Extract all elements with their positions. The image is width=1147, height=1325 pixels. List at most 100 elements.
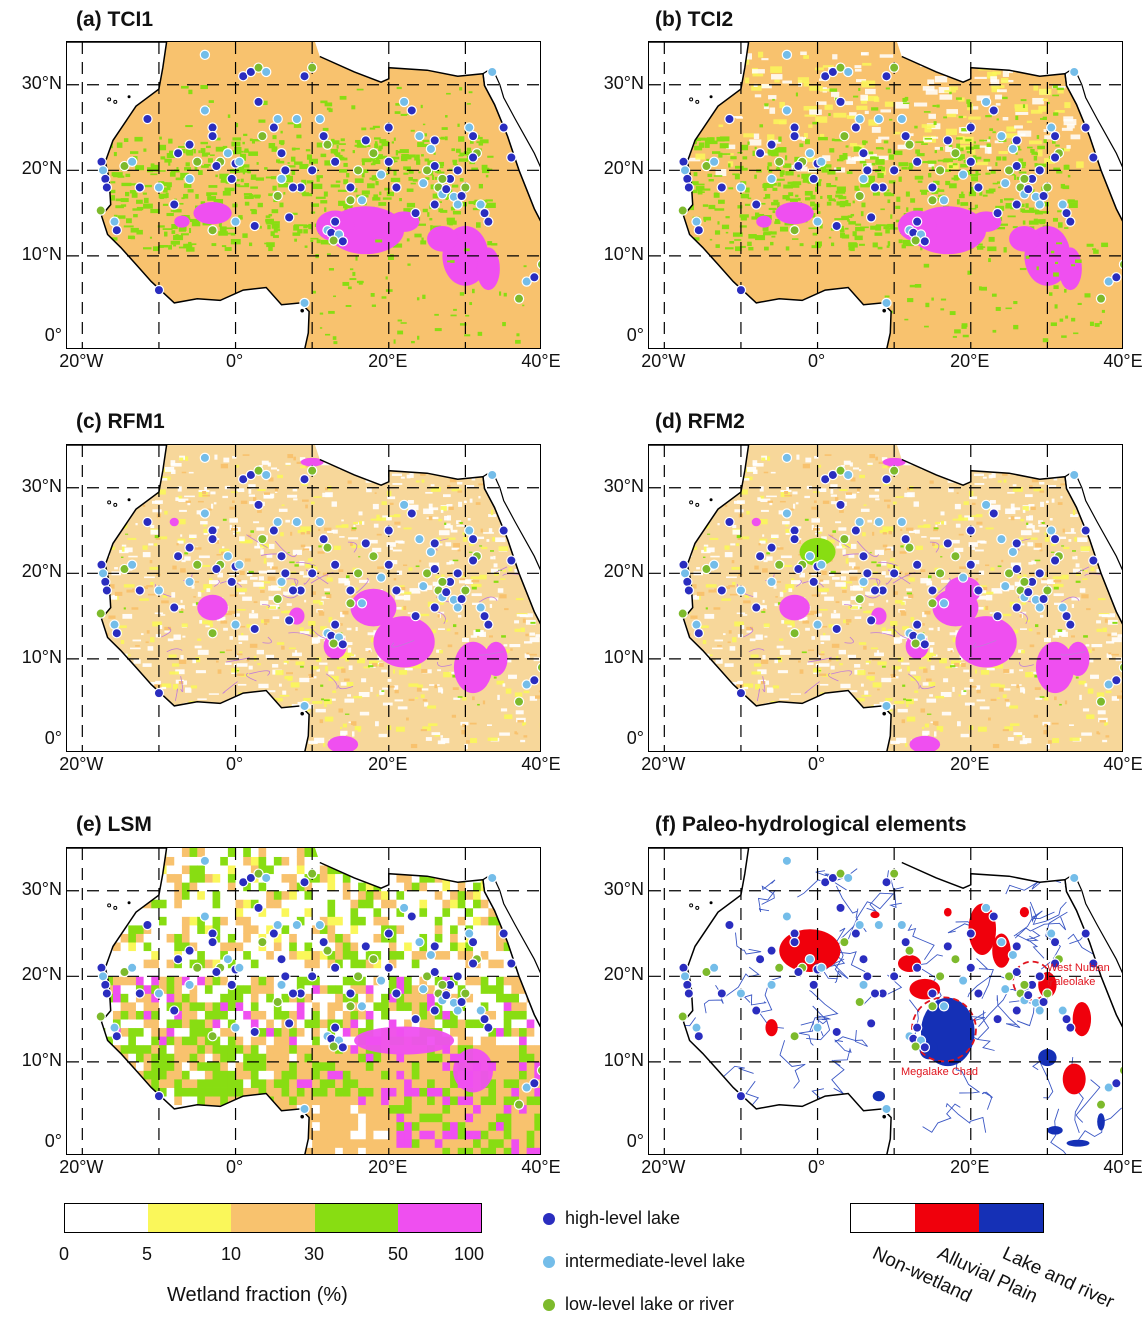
latitude-label: 0° [626, 1131, 644, 1152]
lake-site-marker [1034, 602, 1045, 613]
lake-site-marker [268, 525, 280, 536]
lake-site-marker [904, 945, 915, 956]
longitude-label: 0° [225, 1157, 244, 1177]
lake-site-marker [988, 105, 999, 116]
lake-site-marker [276, 954, 287, 965]
lake-site-marker [207, 130, 218, 142]
lake-site-marker [869, 585, 881, 596]
lake-site-marker [506, 152, 517, 163]
lake-site-marker [414, 533, 425, 545]
lake-site-marker [1000, 580, 1011, 592]
map-panel-e [66, 847, 541, 1155]
lake-site-marker [942, 941, 953, 952]
lake-site-marker [249, 1026, 260, 1038]
lake-site-marker [693, 1031, 704, 1042]
lake-site-marker [421, 971, 433, 982]
lake-site-marker [854, 919, 865, 931]
lake-site-marker [766, 576, 777, 588]
longitude-label: 20°E [950, 351, 990, 371]
lake-site-marker [398, 96, 410, 108]
lake-site-marker [911, 619, 923, 630]
lake-site-marker [789, 533, 800, 545]
lake-site-marker [751, 602, 762, 613]
panel-title-e: (e) LSM [76, 813, 152, 836]
lake-site-marker [429, 966, 440, 978]
lake-site-marker [708, 559, 720, 570]
lake-site-marker [356, 1001, 368, 1012]
lake-site-marker [299, 297, 310, 309]
lake-site-marker [751, 1005, 762, 1016]
lake-site-marker [406, 105, 417, 116]
lake-site-marker [927, 988, 938, 999]
lake-site-marker [888, 165, 900, 176]
lake-site-marker [774, 559, 785, 570]
lake-site-marker [957, 572, 969, 583]
lake-site-marker [207, 533, 218, 545]
lake-site-marker [766, 173, 777, 185]
lake-site-marker [812, 1022, 823, 1033]
lake-site-marker [735, 1090, 747, 1102]
lake-site-marker [1049, 936, 1061, 948]
lake-site-marker [249, 220, 260, 232]
lake-site-marker [865, 615, 877, 626]
lake-site-marker [238, 877, 249, 888]
lake-site-marker [153, 284, 165, 296]
lake-site-marker [1095, 293, 1107, 304]
lake-site-marker [842, 872, 854, 884]
lake-site-marker [410, 610, 421, 622]
annotation-west-nubian: West Nubian [1047, 962, 1110, 974]
lake-site-marker [95, 608, 106, 619]
lake-site-marker [414, 936, 425, 948]
lake-site-marker [207, 936, 218, 948]
lake-site-marker [858, 576, 869, 588]
lake-site-marker [134, 988, 145, 999]
lake-site-marker [858, 954, 869, 965]
lake-site-marker [682, 979, 693, 991]
lake-site-marker [360, 135, 371, 146]
lake-site-marker [467, 958, 479, 969]
lake-site-marker [329, 559, 341, 570]
lake-site-marker [735, 182, 747, 193]
lake-site-marker [521, 679, 532, 690]
lake-site-marker [291, 919, 303, 931]
lake-site-marker [429, 135, 440, 146]
lake-site-marker [464, 525, 475, 536]
lake-site-marker [299, 71, 310, 82]
lake-site-marker [245, 469, 257, 481]
map-panel-f [648, 847, 1123, 1155]
lake-site-marker [126, 559, 138, 570]
lake-site-marker [858, 979, 869, 991]
lake-site-marker [329, 962, 341, 973]
lake-site-marker [793, 563, 804, 575]
lake-site-marker [383, 928, 394, 939]
lake-site-marker [452, 199, 463, 210]
colorbar-tick: 10 [220, 1244, 242, 1264]
lake-site-marker [97, 971, 109, 982]
latitude-label: 30°N [603, 72, 644, 93]
lake-site-marker [479, 207, 490, 219]
lake-site-marker [942, 135, 953, 146]
lake-site-marker [1088, 555, 1099, 566]
lake-site-marker [927, 1001, 938, 1012]
lake-site-marker [126, 962, 138, 973]
lake-site-marker [938, 598, 950, 609]
lake-site-marker [911, 1022, 923, 1033]
lake-site-marker [716, 182, 727, 193]
lake-site-marker [766, 945, 777, 956]
lake-site-marker [226, 576, 237, 588]
annotation-paleolake: Paleolake [1047, 976, 1096, 988]
lake-site-marker [276, 576, 287, 588]
lake-site-marker [831, 623, 842, 635]
lake-site-marker [919, 1042, 931, 1053]
lake-site-marker [691, 216, 702, 227]
lake-site-marker [677, 1011, 688, 1022]
latitude-label: 20°N [603, 561, 644, 582]
lake-site-marker [483, 216, 494, 227]
lake-site-marker [192, 156, 203, 167]
lake-site-marker [835, 62, 846, 73]
lake-site-marker [781, 508, 793, 519]
lake-site-marker [479, 610, 490, 622]
lake-site-marker [869, 988, 881, 999]
lake-site-marker [881, 297, 892, 309]
lake-site-marker [410, 207, 421, 219]
